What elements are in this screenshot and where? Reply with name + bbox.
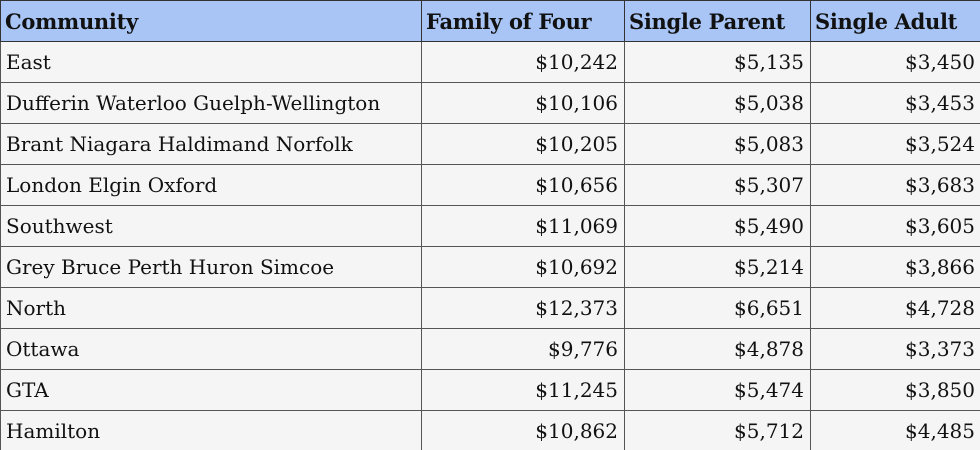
single-parent-cell: $5,083 bbox=[624, 123, 811, 165]
single-parent-cell: $5,712 bbox=[624, 410, 811, 450]
community-cell: Grey Bruce Perth Huron Simcoe bbox=[0, 246, 422, 288]
community-cell: East bbox=[0, 41, 422, 83]
family-of-four-cell: $10,862 bbox=[421, 410, 625, 450]
single-adult-cell: $3,524 bbox=[810, 123, 980, 165]
table-row: Hamilton $10,862 $5,712 $4,485 bbox=[0, 410, 980, 450]
community-cell: Southwest bbox=[0, 205, 422, 247]
column-header-single-parent: Single Parent bbox=[624, 0, 811, 42]
table-row: East $10,242 $5,135 $3,450 bbox=[0, 41, 980, 83]
single-adult-cell: $3,683 bbox=[810, 164, 980, 206]
community-cell: Brant Niagara Haldimand Norfolk bbox=[0, 123, 422, 165]
single-adult-cell: $3,450 bbox=[810, 41, 980, 83]
family-of-four-cell: $10,692 bbox=[421, 246, 625, 288]
table-body: East $10,242 $5,135 $3,450 Dufferin Waterloo… bbox=[0, 41, 980, 450]
column-header-community: Community bbox=[0, 0, 422, 42]
single-adult-cell: $3,866 bbox=[810, 246, 980, 288]
single-parent-cell: $5,214 bbox=[624, 246, 811, 288]
family-of-four-cell: $11,245 bbox=[421, 369, 625, 411]
table-row: Dufferin Waterloo Guelph-Wellington $10,1… bbox=[0, 82, 980, 124]
single-adult-cell: $3,453 bbox=[810, 82, 980, 124]
family-of-four-cell: $12,373 bbox=[421, 287, 625, 329]
family-of-four-cell: $9,776 bbox=[421, 328, 625, 370]
single-parent-cell: $4,878 bbox=[624, 328, 811, 370]
family-of-four-cell: $10,106 bbox=[421, 82, 625, 124]
family-of-four-cell: $11,069 bbox=[421, 205, 625, 247]
community-cell: Hamilton bbox=[0, 410, 422, 450]
single-adult-cell: $3,605 bbox=[810, 205, 980, 247]
single-parent-cell: $5,474 bbox=[624, 369, 811, 411]
table-header-row: Community Family of Four Single Parent S… bbox=[0, 0, 980, 42]
column-header-family-of-four: Family of Four bbox=[421, 0, 625, 42]
table-row: Grey Bruce Perth Huron Simcoe $10,692 $5,2… bbox=[0, 246, 980, 288]
community-cell: London Elgin Oxford bbox=[0, 164, 422, 206]
table-row: Ottawa $9,776 $4,878 $3,373 bbox=[0, 328, 980, 370]
table-row: Brant Niagara Haldimand Norfolk $10,205 $5… bbox=[0, 123, 980, 165]
single-parent-cell: $6,651 bbox=[624, 287, 811, 329]
single-adult-cell: $4,485 bbox=[810, 410, 980, 450]
community-cell: Ottawa bbox=[0, 328, 422, 370]
table-row: Southwest $11,069 $5,490 $3,605 bbox=[0, 205, 980, 247]
table-row: GTA $11,245 $5,474 $3,850 bbox=[0, 369, 980, 411]
family-of-four-cell: $10,242 bbox=[421, 41, 625, 83]
community-cell: Dufferin Waterloo Guelph-Wellington bbox=[0, 82, 422, 124]
single-parent-cell: $5,307 bbox=[624, 164, 811, 206]
table-row: North $12,373 $6,651 $4,728 bbox=[0, 287, 980, 329]
community-cell: North bbox=[0, 287, 422, 329]
table-row: London Elgin Oxford $10,656 $5,307 $3,683 bbox=[0, 164, 980, 206]
family-of-four-cell: $10,656 bbox=[421, 164, 625, 206]
single-adult-cell: $3,850 bbox=[810, 369, 980, 411]
community-cell: GTA bbox=[0, 369, 422, 411]
single-parent-cell: $5,135 bbox=[624, 41, 811, 83]
single-parent-cell: $5,038 bbox=[624, 82, 811, 124]
single-adult-cell: $4,728 bbox=[810, 287, 980, 329]
column-header-single-adult: Single Adult bbox=[810, 0, 980, 42]
family-of-four-cell: $10,205 bbox=[421, 123, 625, 165]
single-adult-cell: $3,373 bbox=[810, 328, 980, 370]
single-parent-cell: $5,490 bbox=[624, 205, 811, 247]
